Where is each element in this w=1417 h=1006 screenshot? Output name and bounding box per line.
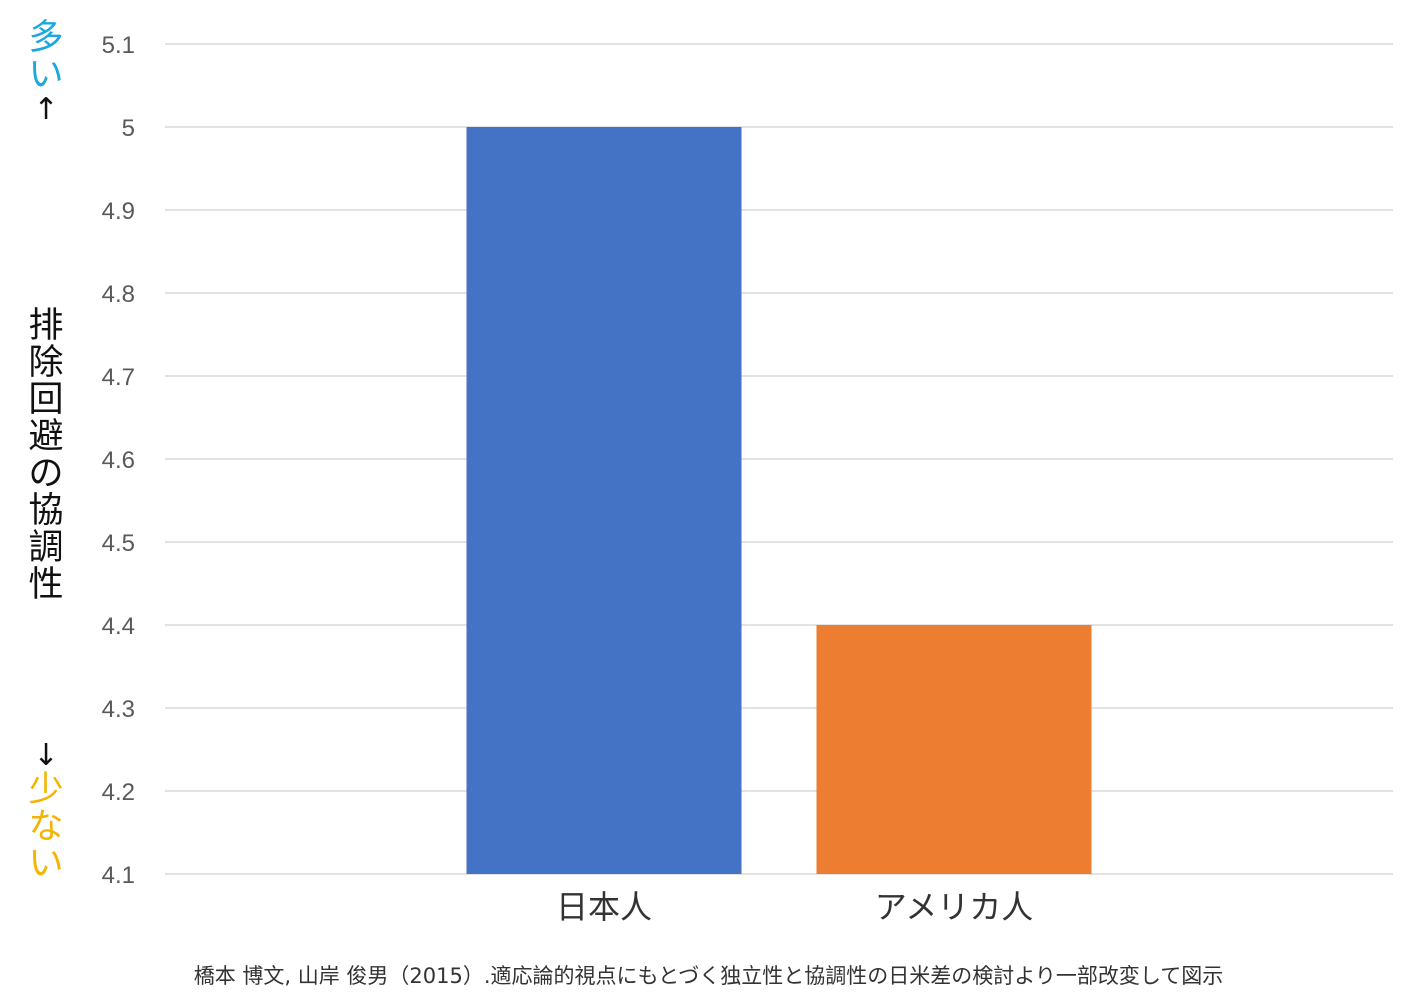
- y-title-char: 協: [28, 491, 64, 531]
- y-tick-label: 4.3: [102, 696, 135, 723]
- y-tick-label: 4.6: [102, 447, 135, 474]
- bar-japan: [466, 127, 742, 874]
- y-tick-label: 4.7: [102, 364, 135, 391]
- source-caption: 橋本 博文, 山岸 俊男（2015）.適応論的視点にもとづく独立性と協調性の日米…: [193, 964, 1224, 988]
- y-title-char: 排: [28, 306, 64, 346]
- y-tick-label: 4.5: [102, 530, 135, 557]
- y-tick-label: 5: [122, 115, 135, 142]
- y-tick-label: 4.8: [102, 281, 135, 308]
- less-label-char: な: [28, 807, 64, 847]
- y-title-char: 回: [28, 380, 64, 420]
- more-label-chars: 多い: [28, 20, 63, 94]
- y-title-char: の: [28, 454, 64, 494]
- y-axis-title: 排除回避の協調性: [18, 308, 74, 604]
- y-tick-label: 5.1: [102, 32, 135, 59]
- up-arrow-icon: ↑: [33, 92, 59, 127]
- y-tick-label: 4.1: [102, 862, 135, 889]
- y-title-char: 除: [28, 343, 64, 383]
- y-title-char: 調: [28, 528, 64, 568]
- y-tick-label: 4.2: [102, 779, 135, 806]
- more-label-char: い: [28, 55, 64, 95]
- less-label-chars: 少ない: [28, 772, 63, 883]
- x-category-label: 日本人: [556, 888, 652, 926]
- y-title-char: 避: [28, 417, 64, 457]
- y-axis-more-label: 多い ↑: [18, 20, 74, 126]
- down-arrow-icon: ↓: [33, 738, 59, 773]
- less-label-char: い: [28, 844, 64, 884]
- y-title-char: 性: [28, 565, 64, 605]
- y-tick-label: 4.4: [102, 613, 135, 640]
- more-label-char: 多: [28, 18, 64, 58]
- y-axis-less-label: ↓ 少ない: [18, 740, 74, 883]
- bar-america: [816, 625, 1092, 874]
- x-category-label: アメリカ人: [875, 888, 1033, 926]
- less-label-char: 少: [28, 770, 64, 810]
- y-tick-label: 4.9: [102, 198, 135, 225]
